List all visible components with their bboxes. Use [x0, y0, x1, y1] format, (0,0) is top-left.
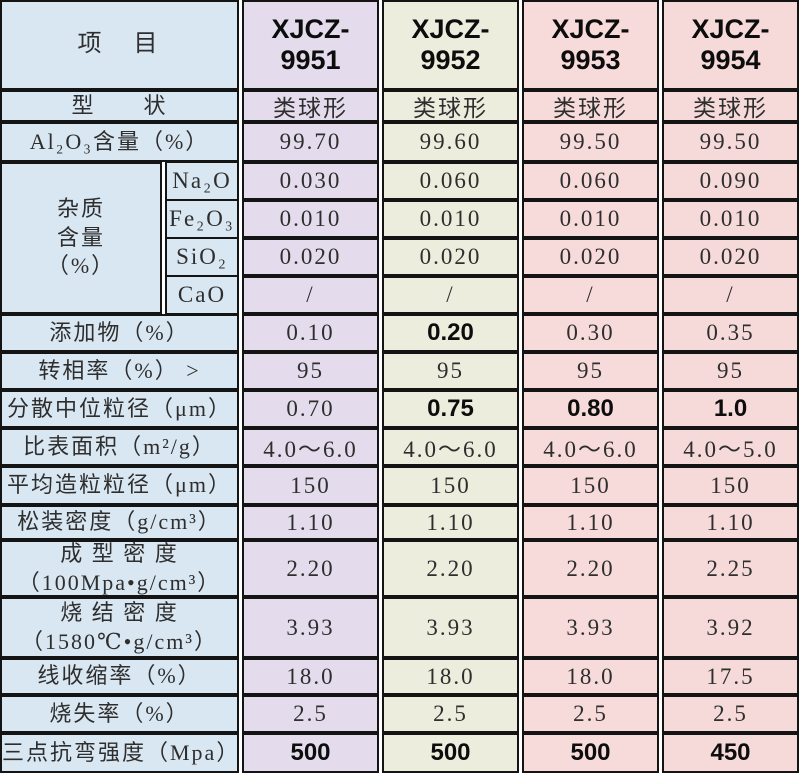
value-sio2-p1: 0.020 [242, 238, 379, 276]
value-sintered-p2: 3.93 [382, 597, 519, 658]
value-al2o3-p1: 99.70 [242, 122, 379, 162]
value-cao-p4: / [662, 276, 799, 314]
value-cao-p1: / [242, 276, 379, 314]
value-na2o-p3: 0.060 [522, 162, 659, 200]
value-al2o3-p2: 99.60 [382, 122, 519, 162]
value-phase-p1: 95 [242, 352, 379, 390]
value-shrink-p1: 18.0 [242, 658, 379, 695]
value-na2o-p2: 0.060 [382, 162, 519, 200]
value-ssa-p4: 4.0～5.0 [662, 428, 799, 466]
value-cao-p3: / [522, 276, 659, 314]
value-loi-p2: 2.5 [382, 695, 519, 733]
value-green-p1: 2.20 [242, 540, 379, 597]
value-phase-p2: 95 [382, 352, 519, 390]
value-bulk-p3: 1.10 [522, 505, 659, 540]
value-flex-p1: 500 [242, 733, 379, 773]
value-fe2o3-p4: 0.010 [662, 200, 799, 238]
value-bulk-p1: 1.10 [242, 505, 379, 540]
column-header-xjcz-9954: XJCZ-9954 [662, 0, 799, 90]
value-na2o-p1: 0.030 [242, 162, 379, 200]
value-additive-p1: 0.10 [242, 314, 379, 352]
header-item-label: 项 目 [0, 0, 239, 90]
column-header-xjcz-9952: XJCZ-9952 [382, 0, 519, 90]
row-label-al2o3-content: Al₂O₃含量（%） [0, 122, 239, 162]
impurity-sub-label-fe2o3: Fe₂O₃ [165, 200, 239, 238]
value-green-p4: 2.25 [662, 540, 799, 597]
value-granule-p2: 150 [382, 466, 519, 505]
row-label-granule-size: 平均造粒粒径（μm） [0, 466, 239, 505]
value-median-p3: 0.80 [522, 390, 659, 428]
row-label-phase-rate: 转相率（%） > [0, 352, 239, 390]
value-granule-p3: 150 [522, 466, 659, 505]
value-shrink-p3: 18.0 [522, 658, 659, 695]
impurity-sub-label-cao: CaO [165, 276, 239, 314]
impurity-sub-label-sio2: SiO₂ [165, 238, 239, 276]
row-label-shape: 型 状 [0, 90, 239, 122]
value-loi-p3: 2.5 [522, 695, 659, 733]
value-fe2o3-p2: 0.010 [382, 200, 519, 238]
value-flex-p4: 450 [662, 733, 799, 773]
value-shape-p1: 类球形 [242, 90, 379, 122]
value-shrink-p4: 17.5 [662, 658, 799, 695]
value-sintered-p4: 3.92 [662, 597, 799, 658]
value-al2o3-p3: 99.50 [522, 122, 659, 162]
value-shape-p2: 类球形 [382, 90, 519, 122]
value-green-p3: 2.20 [522, 540, 659, 597]
value-sio2-p3: 0.020 [522, 238, 659, 276]
row-label-surface-area: 比表面积（m²/g） [0, 428, 239, 466]
value-sio2-p2: 0.020 [382, 238, 519, 276]
value-additive-p4: 0.35 [662, 314, 799, 352]
value-additive-p2: 0.20 [382, 314, 519, 352]
value-na2o-p4: 0.090 [662, 162, 799, 200]
row-label-median-size: 分散中位粒径（μm） [0, 390, 239, 428]
value-shape-p4: 类球形 [662, 90, 799, 122]
value-sintered-p3: 3.93 [522, 597, 659, 658]
value-additive-p3: 0.30 [522, 314, 659, 352]
row-label-ignition-loss: 烧失率（%） [0, 695, 239, 733]
row-label-sintered-density: 烧 结 密 度 （1580℃•g/cm³） [0, 597, 239, 658]
value-ssa-p2: 4.0～6.0 [382, 428, 519, 466]
row-label-bulk-density: 松装密度（g/cm³） [0, 505, 239, 540]
value-sio2-p4: 0.020 [662, 238, 799, 276]
value-ssa-p3: 4.0～6.0 [522, 428, 659, 466]
row-label-flexural-strength: 三点抗弯强度（Mpa） [0, 733, 239, 773]
column-header-xjcz-9951: XJCZ-9951 [242, 0, 379, 90]
row-label-impurity-content: 杂质 含量 （%） [0, 162, 162, 314]
value-flex-p2: 500 [382, 733, 519, 773]
row-label-green-density: 成 型 密 度 （100Mpa•g/cm³） [0, 540, 239, 597]
value-ssa-p1: 4.0～6.0 [242, 428, 379, 466]
value-flex-p3: 500 [522, 733, 659, 773]
value-cao-p2: / [382, 276, 519, 314]
value-fe2o3-p1: 0.010 [242, 200, 379, 238]
impurity-sub-label-na2o: Na₂O [165, 162, 239, 200]
value-granule-p1: 150 [242, 466, 379, 505]
value-median-p4: 1.0 [662, 390, 799, 428]
value-bulk-p2: 1.10 [382, 505, 519, 540]
value-shape-p3: 类球形 [522, 90, 659, 122]
value-median-p2: 0.75 [382, 390, 519, 428]
value-phase-p3: 95 [522, 352, 659, 390]
value-fe2o3-p3: 0.010 [522, 200, 659, 238]
row-label-linear-shrinkage: 线收缩率（%） [0, 658, 239, 695]
value-median-p1: 0.70 [242, 390, 379, 428]
value-bulk-p4: 1.10 [662, 505, 799, 540]
value-green-p2: 2.20 [382, 540, 519, 597]
column-header-xjcz-9953: XJCZ-9953 [522, 0, 659, 90]
value-loi-p1: 2.5 [242, 695, 379, 733]
value-sintered-p1: 3.93 [242, 597, 379, 658]
value-granule-p4: 150 [662, 466, 799, 505]
row-label-additive: 添加物（%） [0, 314, 239, 352]
value-loi-p4: 2.5 [662, 695, 799, 733]
value-shrink-p2: 18.0 [382, 658, 519, 695]
value-phase-p4: 95 [662, 352, 799, 390]
value-al2o3-p4: 99.50 [662, 122, 799, 162]
